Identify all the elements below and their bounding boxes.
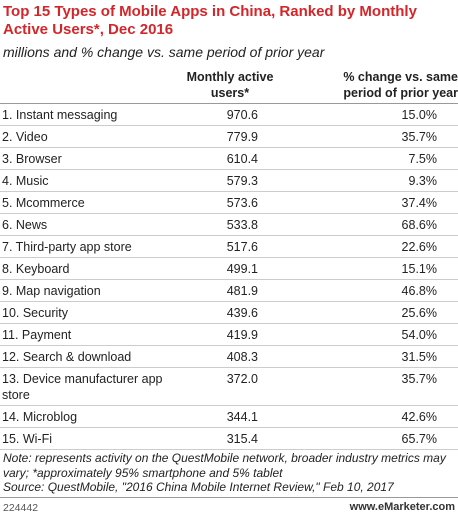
- table-row: 10. Security 439.6 25.6%: [0, 302, 458, 324]
- cell: 499.1: [226, 261, 258, 276]
- cell: 68.6%: [401, 217, 437, 232]
- column-header: Monthly active users*: [186, 70, 274, 100]
- row-label: 2. Video: [2, 129, 48, 144]
- cell: 65.7%: [401, 431, 437, 446]
- footer: 224442 www.eMarketer.com: [0, 497, 458, 515]
- table-row: 9. Map navigation 481.9 46.8%: [0, 280, 458, 302]
- row-label: 15. Wi-Fi: [2, 431, 52, 446]
- note: Note: represents activity on the QuestMo…: [3, 451, 446, 480]
- row-label: 5. Mcommerce: [2, 195, 85, 210]
- cell: 22.6%: [401, 239, 437, 254]
- table-row: 15. Wi-Fi 315.4 65.7%: [0, 428, 458, 450]
- title: Top 15 Types of Mobile Apps in China, Ra…: [3, 3, 417, 38]
- table-header: Monthly active users* % change vs. same …: [0, 66, 458, 104]
- cell: 573.6: [226, 195, 258, 210]
- cell: 9.3%: [408, 173, 438, 188]
- cell: 579.3: [226, 173, 258, 188]
- cell: 970.6: [226, 107, 258, 122]
- table-row: 3. Browser 610.4 7.5%: [0, 148, 458, 170]
- subtitle: millions and % change vs. same period of…: [3, 44, 325, 60]
- table-row: 4. Music 579.3 9.3%: [0, 170, 458, 192]
- table-body: 1. Instant messaging 970.6 15.0% 2. Video 77…: [0, 104, 458, 450]
- table-row: 8. Keyboard 499.1 15.1%: [0, 258, 458, 280]
- cell: 315.4: [226, 431, 258, 446]
- table-row: 5. Mcommerce 573.6 37.4%: [0, 192, 458, 214]
- cell: 7.5%: [408, 151, 438, 166]
- row-label: 1. Instant messaging: [2, 107, 118, 122]
- row-label: 3. Browser: [2, 151, 62, 166]
- cell: 35.7%: [401, 129, 437, 144]
- cell: 517.6: [226, 239, 258, 254]
- table-row: 13. Device manufacturer app store 372.0 35…: [0, 368, 458, 406]
- cell: 408.3: [226, 349, 258, 364]
- cell: 31.5%: [401, 349, 437, 364]
- cell: 779.9: [226, 129, 258, 144]
- cell: 344.1: [226, 409, 258, 424]
- row-label: 13. Device manufacturer app store: [2, 371, 163, 402]
- cell: 54.0%: [401, 327, 437, 342]
- site: www.eMarketer.com: [349, 501, 455, 513]
- row-label: 11. Payment: [2, 327, 72, 342]
- table-row: 12. Search & download 408.3 31.5%: [0, 346, 458, 368]
- source: Source: QuestMobile, "2016 China Mobile …: [3, 480, 394, 494]
- row-label: 6. News: [2, 217, 48, 232]
- cell: 46.8%: [401, 283, 437, 298]
- table-row: 6. News 533.8 68.6%: [0, 214, 458, 236]
- cell: 35.7%: [401, 371, 437, 386]
- cell: 25.6%: [401, 305, 437, 320]
- row-label: 14. Microblog: [2, 409, 78, 424]
- table-row: 1. Instant messaging 970.6 15.0%: [0, 104, 458, 126]
- chart-id: 224442: [3, 502, 39, 514]
- cell: 15.0%: [401, 107, 437, 122]
- cell: 610.4: [226, 151, 258, 166]
- table-row: 11. Payment 419.9 54.0%: [0, 324, 458, 346]
- cell: 37.4%: [401, 195, 437, 210]
- cell: 15.1%: [401, 261, 437, 276]
- cell: 533.8: [226, 217, 258, 232]
- cell: 419.9: [226, 327, 258, 342]
- row-label: 8. Keyboard: [2, 261, 70, 276]
- notes: Note: represents activity on the QuestMo…: [3, 451, 455, 495]
- cell: 372.0: [226, 371, 258, 386]
- table-row: 14. Microblog 344.1 42.6%: [0, 406, 458, 428]
- row-label: 10. Security: [2, 305, 69, 320]
- row-label: 4. Music: [2, 173, 49, 188]
- table-row: 2. Video 779.9 35.7%: [0, 126, 458, 148]
- cell: 481.9: [226, 283, 258, 298]
- row-label: 7. Third-party app store: [2, 239, 132, 254]
- table-row: 7. Third-party app store 517.6 22.6%: [0, 236, 458, 258]
- column-header: % change vs. same period of prior year: [343, 70, 458, 100]
- cell: 42.6%: [401, 409, 437, 424]
- row-label: 12. Search & download: [2, 349, 132, 364]
- row-label: 9. Map navigation: [2, 283, 101, 298]
- cell: 439.6: [226, 305, 258, 320]
